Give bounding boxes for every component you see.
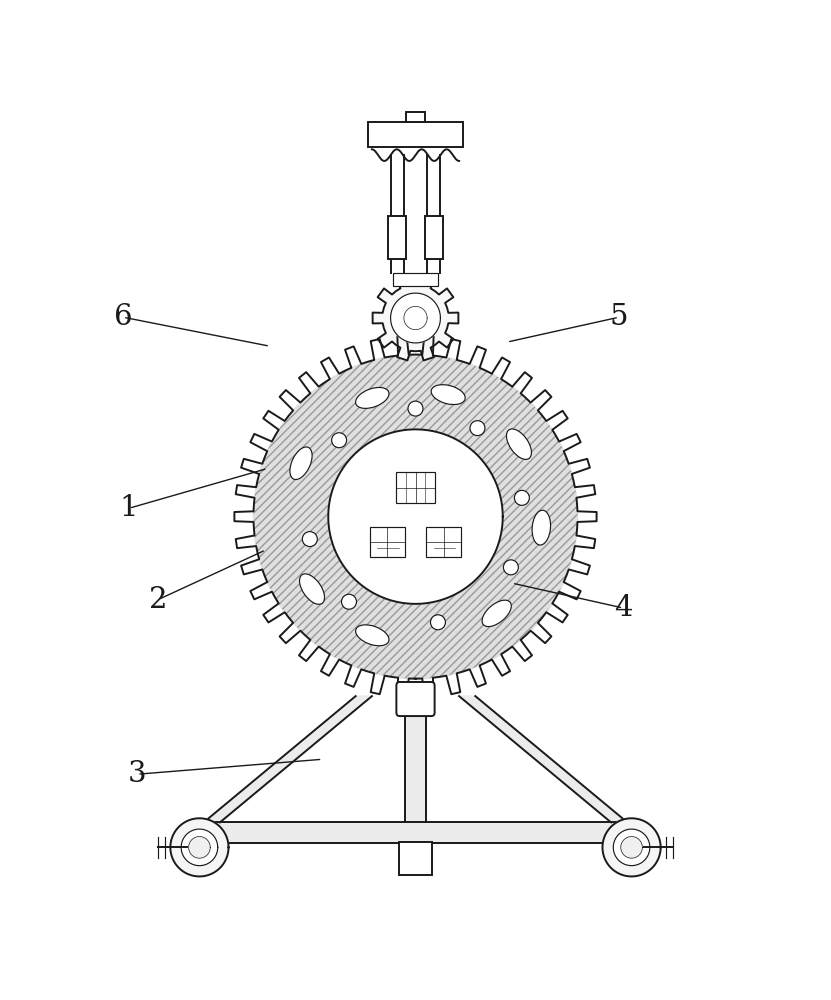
Polygon shape <box>613 829 650 866</box>
Polygon shape <box>181 829 218 866</box>
Circle shape <box>514 490 529 505</box>
FancyBboxPatch shape <box>396 472 435 503</box>
FancyBboxPatch shape <box>426 527 461 557</box>
FancyBboxPatch shape <box>392 273 439 286</box>
Circle shape <box>332 433 347 448</box>
Ellipse shape <box>431 385 465 405</box>
Polygon shape <box>170 818 229 876</box>
Polygon shape <box>621 837 642 858</box>
Ellipse shape <box>356 387 389 408</box>
Text: 2: 2 <box>149 586 167 614</box>
Polygon shape <box>459 696 627 822</box>
Polygon shape <box>372 276 459 360</box>
Circle shape <box>504 560 519 575</box>
Circle shape <box>342 594 356 609</box>
Polygon shape <box>204 696 372 822</box>
Text: 5: 5 <box>610 303 628 331</box>
Circle shape <box>430 615 445 630</box>
Text: 6: 6 <box>114 303 132 331</box>
Ellipse shape <box>290 447 312 480</box>
Polygon shape <box>602 818 661 876</box>
Ellipse shape <box>356 625 389 646</box>
FancyBboxPatch shape <box>388 216 406 259</box>
Text: 4: 4 <box>614 594 632 622</box>
FancyBboxPatch shape <box>399 842 432 875</box>
Polygon shape <box>404 306 427 330</box>
Circle shape <box>470 421 485 436</box>
Circle shape <box>408 401 423 416</box>
Ellipse shape <box>482 600 511 627</box>
Ellipse shape <box>299 574 325 604</box>
FancyBboxPatch shape <box>370 527 405 557</box>
Polygon shape <box>405 694 426 822</box>
Polygon shape <box>253 355 578 679</box>
Polygon shape <box>328 429 503 604</box>
Polygon shape <box>234 336 597 698</box>
FancyBboxPatch shape <box>368 122 464 147</box>
Text: 3: 3 <box>128 760 146 788</box>
FancyBboxPatch shape <box>396 682 435 716</box>
Ellipse shape <box>532 510 551 545</box>
Circle shape <box>302 532 317 547</box>
Polygon shape <box>391 293 440 343</box>
FancyBboxPatch shape <box>406 112 425 122</box>
FancyBboxPatch shape <box>425 216 443 259</box>
Polygon shape <box>189 837 210 858</box>
Polygon shape <box>199 822 632 843</box>
Text: 1: 1 <box>120 494 138 522</box>
Ellipse shape <box>506 429 532 459</box>
